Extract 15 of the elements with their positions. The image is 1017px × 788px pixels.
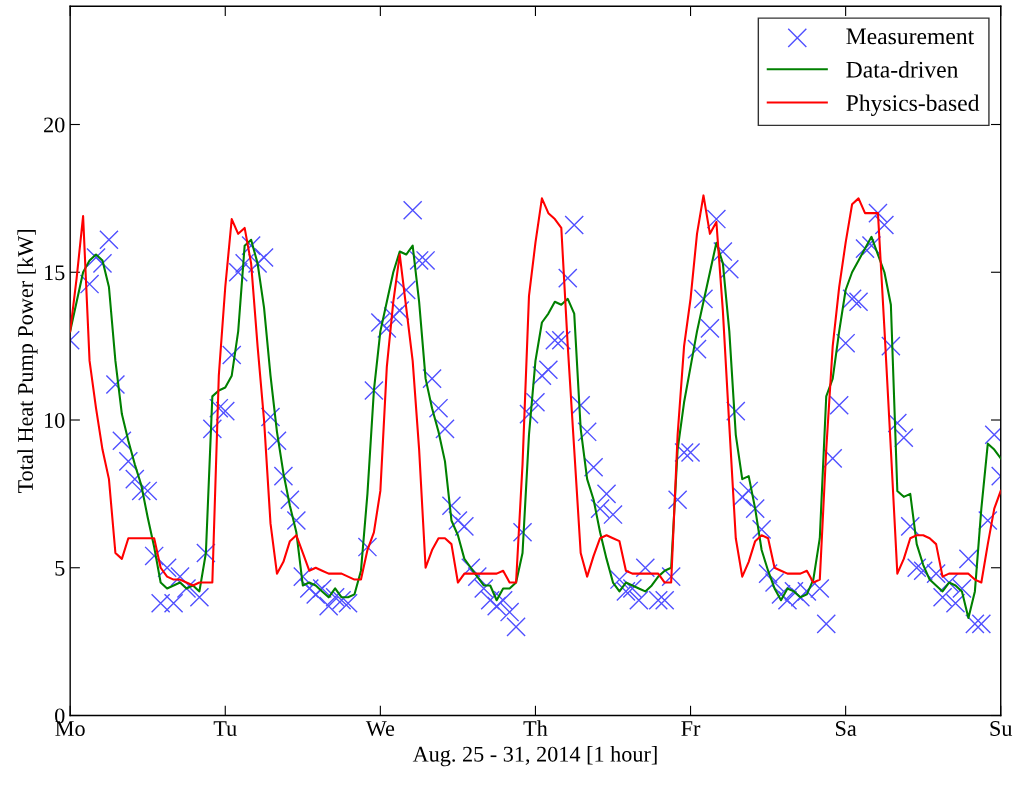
x-tick-label: Fr <box>681 721 701 736</box>
y-tick-label: 10 <box>45 412 65 428</box>
y-tick-label: 15 <box>45 265 65 281</box>
legend-label: Measurement <box>846 28 975 45</box>
x-tick-label: Th <box>523 720 548 736</box>
x-tick-label: We <box>365 721 395 737</box>
y-tick-label: 20 <box>44 117 65 133</box>
x-tick-label: Sa <box>836 721 857 736</box>
legend-label: Data-driven <box>846 61 959 78</box>
x-axis-title: Aug. 25 - 31, 2014 [1 hour] <box>412 746 657 767</box>
legend-label: Physics-based <box>846 94 980 116</box>
y-tick-label: 5 <box>55 560 65 576</box>
y-axis-title: Total Heat Pump Power [kW] <box>17 230 38 494</box>
x-tick-label: Tu <box>213 721 237 736</box>
x-tick-label: Su <box>990 721 1013 736</box>
